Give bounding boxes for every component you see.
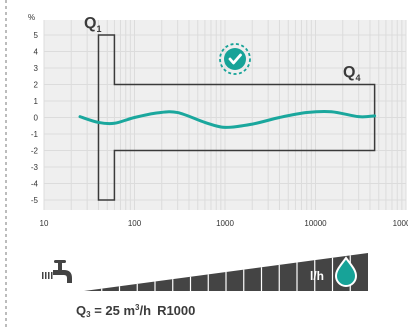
q3-subscript: 3 xyxy=(86,310,91,319)
x-tick-label: 100000 xyxy=(393,219,408,228)
y-tick-label: -5 xyxy=(31,196,39,205)
flow-labels: Q1 Q4 xyxy=(84,15,360,83)
y-tick-label: 4 xyxy=(34,48,39,57)
x-tick-labels: 10 100 1000 10000 100000 xyxy=(40,219,408,228)
x-tick-label: 10 xyxy=(40,219,49,228)
unit-exponent: 3 xyxy=(135,303,140,312)
y-tick-label: 1 xyxy=(34,97,39,106)
x-tick-label: 1000 xyxy=(216,219,234,228)
y-tick-label: 3 xyxy=(34,64,39,73)
x-tick-label: 100 xyxy=(128,219,142,228)
faucet-icon xyxy=(42,260,72,283)
y-axis: % 5 4 3 2 1 0 -1 -2 -3 -4 -5 xyxy=(28,13,39,205)
q3-symbol: Q xyxy=(76,303,87,318)
q1-label: Q1 xyxy=(84,15,101,34)
tolerance-envelope xyxy=(97,34,376,201)
water-drop-icon xyxy=(334,256,358,287)
error-curve xyxy=(78,109,377,129)
y-axis-unit: % xyxy=(28,13,35,22)
check-badge-icon xyxy=(219,43,251,75)
meter-ratio: R1000 xyxy=(157,303,196,318)
q3-value: = 25 m xyxy=(94,303,136,318)
envelope-outline xyxy=(97,34,376,201)
plot-grid xyxy=(43,20,407,210)
unit-tail: /h xyxy=(139,303,152,318)
y-tick-label: -2 xyxy=(31,147,39,156)
flow-ramp xyxy=(84,253,368,291)
plot-area xyxy=(43,20,407,210)
y-tick-label: -1 xyxy=(31,130,39,139)
y-tick-label: 2 xyxy=(34,81,39,90)
y-tick-label: -4 xyxy=(31,180,39,189)
y-tick-label: 0 xyxy=(34,114,39,123)
q4-label: Q4 xyxy=(343,64,360,83)
y-tick-label: -3 xyxy=(31,163,39,172)
x-tick-label: 10000 xyxy=(304,219,327,228)
y-tick-labels: 5 4 3 2 1 0 -1 -2 -3 -4 -5 xyxy=(31,31,39,205)
y-tick-label: 5 xyxy=(34,31,39,40)
meter-specification: Q3 = 25 m3/h R1000 xyxy=(76,303,195,319)
flow-unit-label: l/h xyxy=(310,269,324,283)
